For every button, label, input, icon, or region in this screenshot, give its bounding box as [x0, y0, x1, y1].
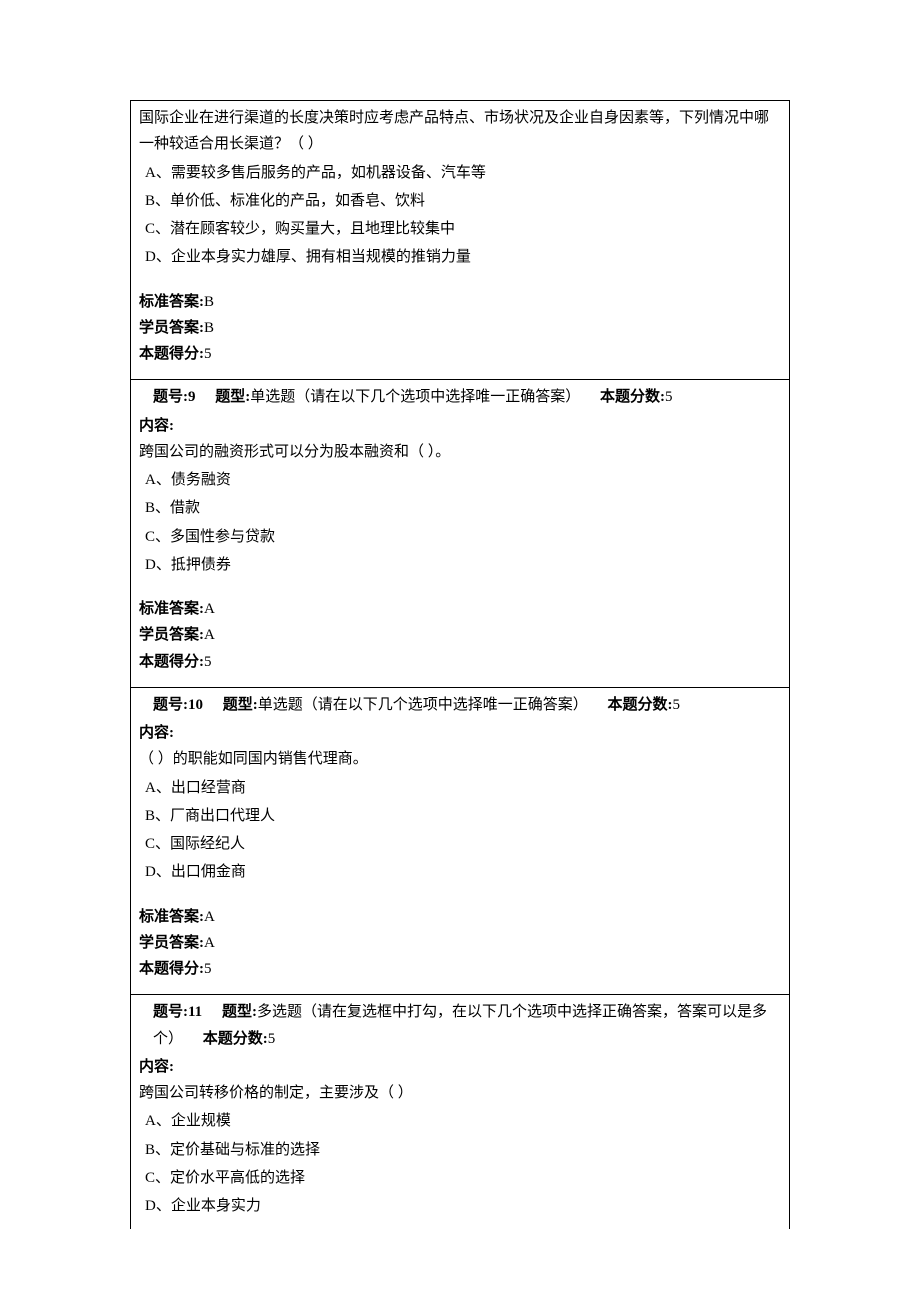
question-stem: 跨国公司的融资形式可以分为股本融资和（ ）。 [139, 439, 781, 465]
question-number-section: 题号:10 [153, 697, 203, 713]
option-c: C、定价水平高低的选择 [139, 1165, 781, 1191]
points-label: 本题得分: [139, 654, 204, 670]
question-stem: 国际企业在进行渠道的长度决策时应考虑产品特点、市场状况及企业自身因素等，下列情况… [139, 105, 781, 158]
question-number-value: 11 [188, 1004, 202, 1020]
question-number-label: 题号: [153, 389, 188, 405]
question-type-section: 题型:单选题（请在以下几个选项中选择唯一正确答案） [223, 697, 588, 713]
standard-answer-line: 标准答案:A [139, 596, 781, 622]
question-type-label: 题型: [223, 697, 258, 713]
standard-answer-value: A [204, 601, 215, 617]
question-score-value: 5 [268, 1031, 276, 1047]
question-header: 题号:10 题型:单选题（请在以下几个选项中选择唯一正确答案） 本题分数:5 [139, 692, 781, 718]
standard-answer-label: 标准答案: [139, 294, 204, 310]
student-answer-label: 学员答案: [139, 320, 204, 336]
option-a: A、债务融资 [139, 467, 781, 493]
question-type-value: 单选题（请在以下几个选项中选择唯一正确答案） [250, 389, 580, 405]
question-type-value: 单选题（请在以下几个选项中选择唯一正确答案） [258, 697, 588, 713]
student-answer-value: B [204, 320, 214, 336]
points-value: 5 [204, 961, 212, 977]
question-number-label: 题号: [153, 697, 188, 713]
option-d: D、企业本身实力 [139, 1193, 781, 1219]
answer-section: 标准答案:B 学员答案:B 本题得分:5 [139, 289, 781, 368]
question-score-label: 本题分数: [600, 389, 665, 405]
standard-answer-line: 标准答案:B [139, 289, 781, 315]
question-block-10: 题号:10 题型:单选题（请在以下几个选项中选择唯一正确答案） 本题分数:5 内… [131, 688, 789, 996]
option-d: D、企业本身实力雄厚、拥有相当规模的推销力量 [139, 244, 781, 270]
option-b: B、借款 [139, 495, 781, 521]
student-answer-label: 学员答案: [139, 627, 204, 643]
question-score-value: 5 [673, 697, 681, 713]
standard-answer-value: B [204, 294, 214, 310]
student-answer-line: 学员答案:A [139, 622, 781, 648]
question-number-value: 10 [188, 697, 203, 713]
question-header: 题号:9 题型:单选题（请在以下几个选项中选择唯一正确答案） 本题分数:5 [139, 384, 781, 410]
question-score-section: 本题分数:5 [600, 389, 673, 405]
document-container: 国际企业在进行渠道的长度决策时应考虑产品特点、市场状况及企业自身因素等，下列情况… [130, 100, 790, 1229]
standard-answer-label: 标准答案: [139, 601, 204, 617]
question-block-9: 题号:9 题型:单选题（请在以下几个选项中选择唯一正确答案） 本题分数:5 内容… [131, 380, 789, 688]
option-b: B、定价基础与标准的选择 [139, 1137, 781, 1163]
question-score-label: 本题分数: [608, 697, 673, 713]
question-score-section: 本题分数:5 [203, 1031, 276, 1047]
content-label: 内容: [139, 413, 781, 439]
option-d: D、抵押债券 [139, 552, 781, 578]
standard-answer-label: 标准答案: [139, 909, 204, 925]
content-label: 内容: [139, 1054, 781, 1080]
question-number-value: 9 [188, 389, 196, 405]
question-stem: （ ）的职能如同国内销售代理商。 [139, 746, 781, 772]
points-line: 本题得分:5 [139, 341, 781, 367]
student-answer-value: A [204, 627, 215, 643]
question-number-section: 题号:9 [153, 389, 196, 405]
option-a: A、出口经营商 [139, 775, 781, 801]
option-b: B、单价低、标准化的产品，如香皂、饮料 [139, 188, 781, 214]
points-value: 5 [204, 346, 212, 362]
question-type-label: 题型: [222, 1004, 257, 1020]
question-header: 题号:11 题型:多选题（请在复选框中打勾，在以下几个选项中选择正确答案，答案可… [139, 999, 781, 1052]
points-line: 本题得分:5 [139, 956, 781, 982]
option-c: C、潜在顾客较少，购买量大，且地理比较集中 [139, 216, 781, 242]
question-score-label: 本题分数: [203, 1031, 268, 1047]
question-block-8: 国际企业在进行渠道的长度决策时应考虑产品特点、市场状况及企业自身因素等，下列情况… [131, 100, 789, 380]
student-answer-value: A [204, 935, 215, 951]
option-a: A、需要较多售后服务的产品，如机器设备、汽车等 [139, 160, 781, 186]
option-b: B、厂商出口代理人 [139, 803, 781, 829]
answer-section: 标准答案:A 学员答案:A 本题得分:5 [139, 904, 781, 983]
standard-answer-value: A [204, 909, 215, 925]
option-d: D、出口佣金商 [139, 859, 781, 885]
question-block-11: 题号:11 题型:多选题（请在复选框中打勾，在以下几个选项中选择正确答案，答案可… [131, 995, 789, 1229]
question-score-section: 本题分数:5 [608, 697, 681, 713]
student-answer-line: 学员答案:A [139, 930, 781, 956]
student-answer-label: 学员答案: [139, 935, 204, 951]
standard-answer-line: 标准答案:A [139, 904, 781, 930]
question-type-label: 题型: [215, 389, 250, 405]
student-answer-line: 学员答案:B [139, 315, 781, 341]
question-number-section: 题号:11 [153, 1004, 202, 1020]
option-a: A、企业规模 [139, 1108, 781, 1134]
points-value: 5 [204, 654, 212, 670]
points-line: 本题得分:5 [139, 649, 781, 675]
points-label: 本题得分: [139, 346, 204, 362]
content-label: 内容: [139, 720, 781, 746]
option-c: C、多国性参与贷款 [139, 524, 781, 550]
question-type-section: 题型:单选题（请在以下几个选项中选择唯一正确答案） [215, 389, 580, 405]
question-number-label: 题号: [153, 1004, 188, 1020]
question-score-value: 5 [665, 389, 673, 405]
question-stem: 跨国公司转移价格的制定，主要涉及（ ） [139, 1080, 781, 1106]
option-c: C、国际经纪人 [139, 831, 781, 857]
answer-section: 标准答案:A 学员答案:A 本题得分:5 [139, 596, 781, 675]
points-label: 本题得分: [139, 961, 204, 977]
